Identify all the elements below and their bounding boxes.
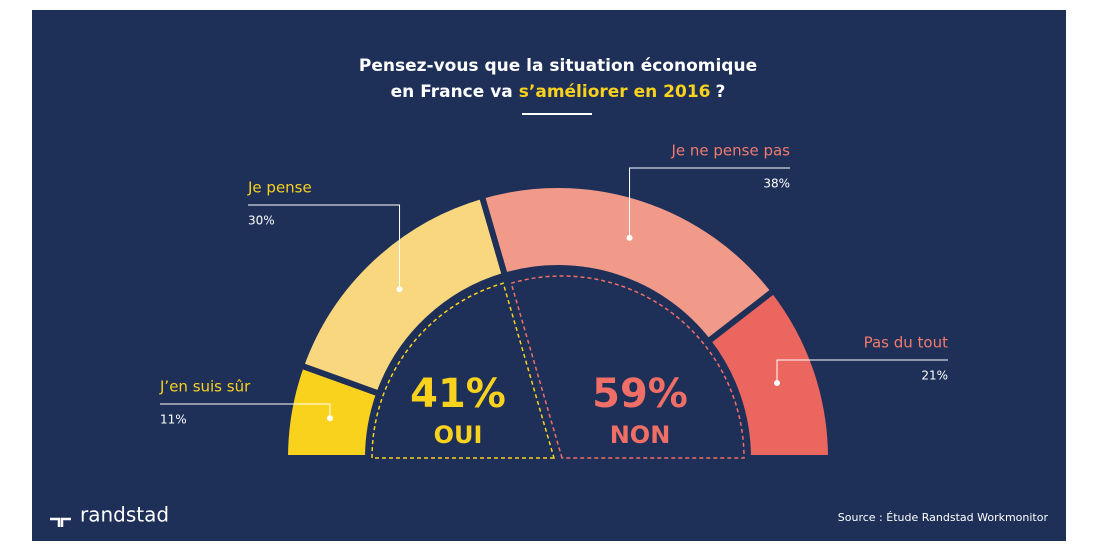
- group-name: NON: [610, 421, 671, 449]
- segment: [703, 286, 835, 461]
- title-end: ?: [715, 82, 725, 102]
- category-label: Je ne pense pas: [670, 142, 790, 160]
- leader-line: [160, 403, 331, 419]
- leader-line: [248, 204, 401, 290]
- title-start: en France va: [391, 82, 513, 102]
- logo-icon: [50, 517, 71, 527]
- leader-dot: [774, 380, 781, 387]
- group-value: 59%: [592, 371, 688, 417]
- group-sector: [371, 282, 555, 459]
- leader-dot: [326, 415, 333, 422]
- leader-dot: [626, 234, 633, 241]
- logo: randstad: [50, 503, 169, 527]
- group-sector: [510, 275, 745, 459]
- value-label: 11%: [160, 413, 187, 427]
- category-label: Je pense: [247, 179, 312, 197]
- leader-line: [629, 167, 790, 238]
- value-label: 21%: [921, 369, 948, 383]
- value-label: 38%: [763, 177, 790, 191]
- title-line2: en France va s’améliorer en 2016?: [391, 82, 726, 102]
- logo-text: randstad: [80, 503, 169, 527]
- group-name: OUI: [434, 421, 483, 449]
- leader-line: [776, 359, 948, 384]
- source: Source : Étude Randstad Workmonitor: [838, 511, 1049, 524]
- leader-dot: [396, 286, 403, 293]
- title-highlight: s’améliorer en 2016: [519, 82, 711, 102]
- value-label: 30%: [248, 214, 275, 228]
- panel: [32, 10, 1066, 541]
- category-label: J’en suis sûr: [159, 378, 251, 396]
- title-line1: Pensez-vous que la situation économique: [359, 56, 757, 76]
- group-value: 41%: [410, 371, 506, 417]
- category-label: Pas du tout: [864, 334, 949, 352]
